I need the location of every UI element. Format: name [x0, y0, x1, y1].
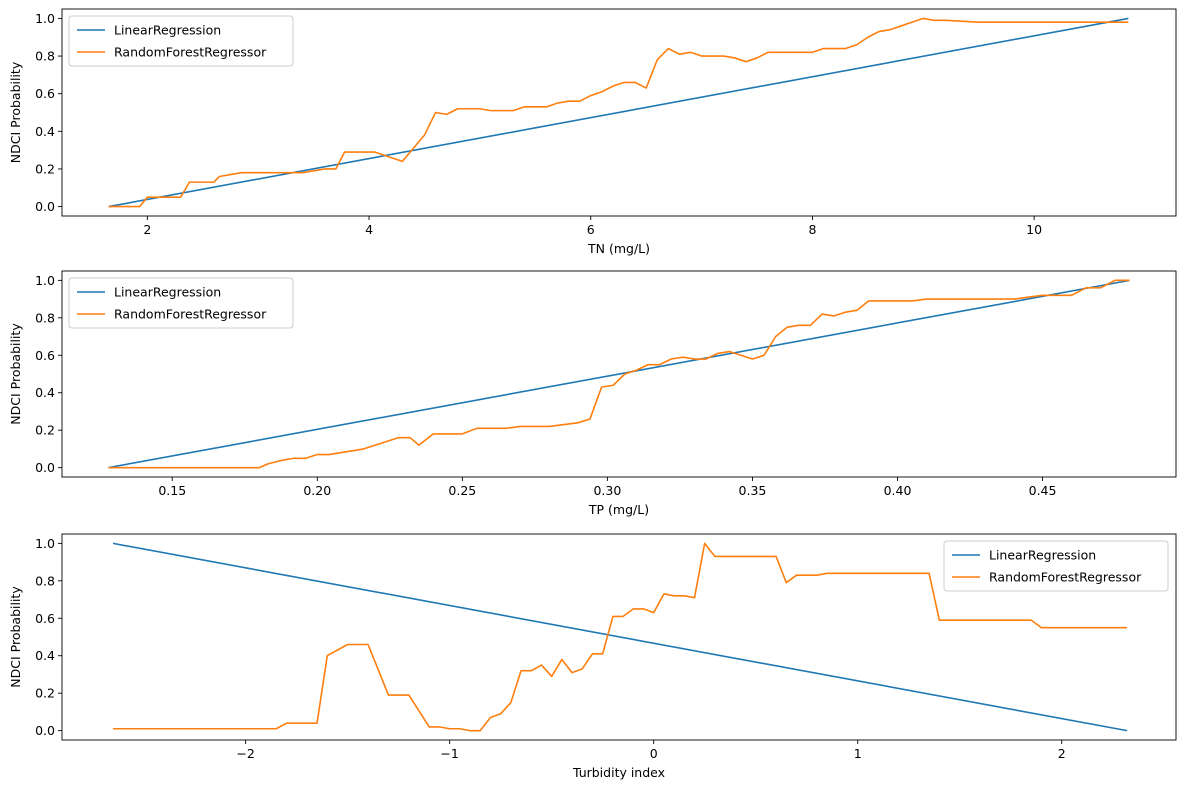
y-tick-label: 0.0 — [35, 723, 55, 738]
series-line-linear-regression — [108, 17, 1129, 208]
y-tick-label: 1.0 — [35, 536, 55, 551]
legend-entry-label: LinearRegression — [989, 548, 1096, 563]
x-axis-label: TN (mg/L) — [587, 241, 650, 256]
y-tick-label: 0.8 — [35, 573, 55, 588]
chart-panel-2: 0.15 0.20 0.25 0.30 0.35 0.40 0.45 0.0 0.2 0.4 0.6… — [8, 270, 1177, 517]
legend-box — [943, 540, 1169, 592]
y-tick-label: 0.0 — [35, 460, 55, 475]
legend-entry-label: RandomForestRegressor — [989, 570, 1142, 585]
chart-panel-3: −2 −1 0 1 2 0.0 0.2 0.4 0.6 0.8 1.0 Turbidity index… — [8, 533, 1177, 780]
series-line-linear-regression — [112, 542, 1128, 732]
plot-frame — [61, 8, 1177, 217]
x-tick-label: −2 — [236, 746, 254, 761]
y-axis-label: NDCI Probability — [8, 586, 23, 688]
legend-entry-label: RandomForestRegressor — [114, 45, 267, 60]
x-tick-label: 0.20 — [303, 483, 331, 498]
y-tick-label: 0.4 — [35, 648, 55, 663]
y-tick-label: 0.4 — [35, 385, 55, 400]
legend: LinearRegression RandomForestRegressor — [68, 15, 294, 67]
series-line-random-forest-regressor — [108, 279, 1130, 469]
x-tick-label: 0 — [650, 746, 658, 761]
y-tick-label: 0.0 — [35, 199, 55, 214]
x-tick-label: 10 — [1026, 222, 1042, 237]
x-tick-label: 0.35 — [739, 483, 767, 498]
y-tick-label: 0.8 — [35, 49, 55, 64]
y-tick-label: 0.2 — [35, 161, 55, 176]
x-tick-label: 2 — [1058, 746, 1066, 761]
legend-box — [68, 15, 294, 67]
x-tick-label: 0.15 — [158, 483, 186, 498]
y-tick-label: 0.4 — [35, 124, 55, 139]
x-tick-label: 0.40 — [884, 483, 912, 498]
x-tick-label: 1 — [854, 746, 862, 761]
series-line-linear-regression — [108, 279, 1130, 469]
y-tick-label: 0.2 — [35, 686, 55, 701]
y-tick-label: 0.6 — [35, 348, 55, 363]
x-tick-label: 2 — [143, 222, 151, 237]
chart-panel-1: 2 4 6 8 10 0.0 0.2 0.4 0.6 0.8 1.0 TN (mg/L) NDCI Pr… — [8, 8, 1177, 256]
x-tick-label: −1 — [440, 746, 458, 761]
series-line-random-forest-regressor — [108, 17, 1129, 208]
x-tick-label: 0.45 — [1029, 483, 1057, 498]
x-tick-label: 6 — [587, 222, 595, 237]
y-axis-label: NDCI Probability — [8, 323, 23, 425]
y-tick-label: 0.8 — [35, 310, 55, 325]
y-tick-label: 1.0 — [35, 11, 55, 26]
plot-frame — [61, 270, 1177, 478]
legend: LinearRegression RandomForestRegressor — [943, 540, 1169, 592]
legend-entry-label: LinearRegression — [114, 23, 221, 38]
y-tick-label: 0.6 — [35, 611, 55, 626]
x-axis-label: TP (mg/L) — [588, 502, 649, 517]
legend-entry-label: RandomForestRegressor — [114, 307, 267, 322]
x-tick-label: 8 — [808, 222, 816, 237]
y-tick-label: 0.6 — [35, 86, 55, 101]
x-tick-label: 0.30 — [593, 483, 621, 498]
legend-box — [68, 277, 294, 329]
series-line-random-forest-regressor — [113, 542, 1128, 732]
y-tick-label: 0.2 — [35, 423, 55, 438]
plot-frame — [61, 533, 1177, 741]
y-tick-label: 1.0 — [35, 273, 55, 288]
legend-entry-label: LinearRegression — [114, 285, 221, 300]
y-axis-label: NDCI Probability — [8, 61, 23, 163]
legend: LinearRegression RandomForestRegressor — [68, 277, 294, 329]
x-tick-label: 0.25 — [448, 483, 476, 498]
x-axis-label: Turbidity index — [572, 765, 665, 780]
x-tick-label: 4 — [365, 222, 373, 237]
